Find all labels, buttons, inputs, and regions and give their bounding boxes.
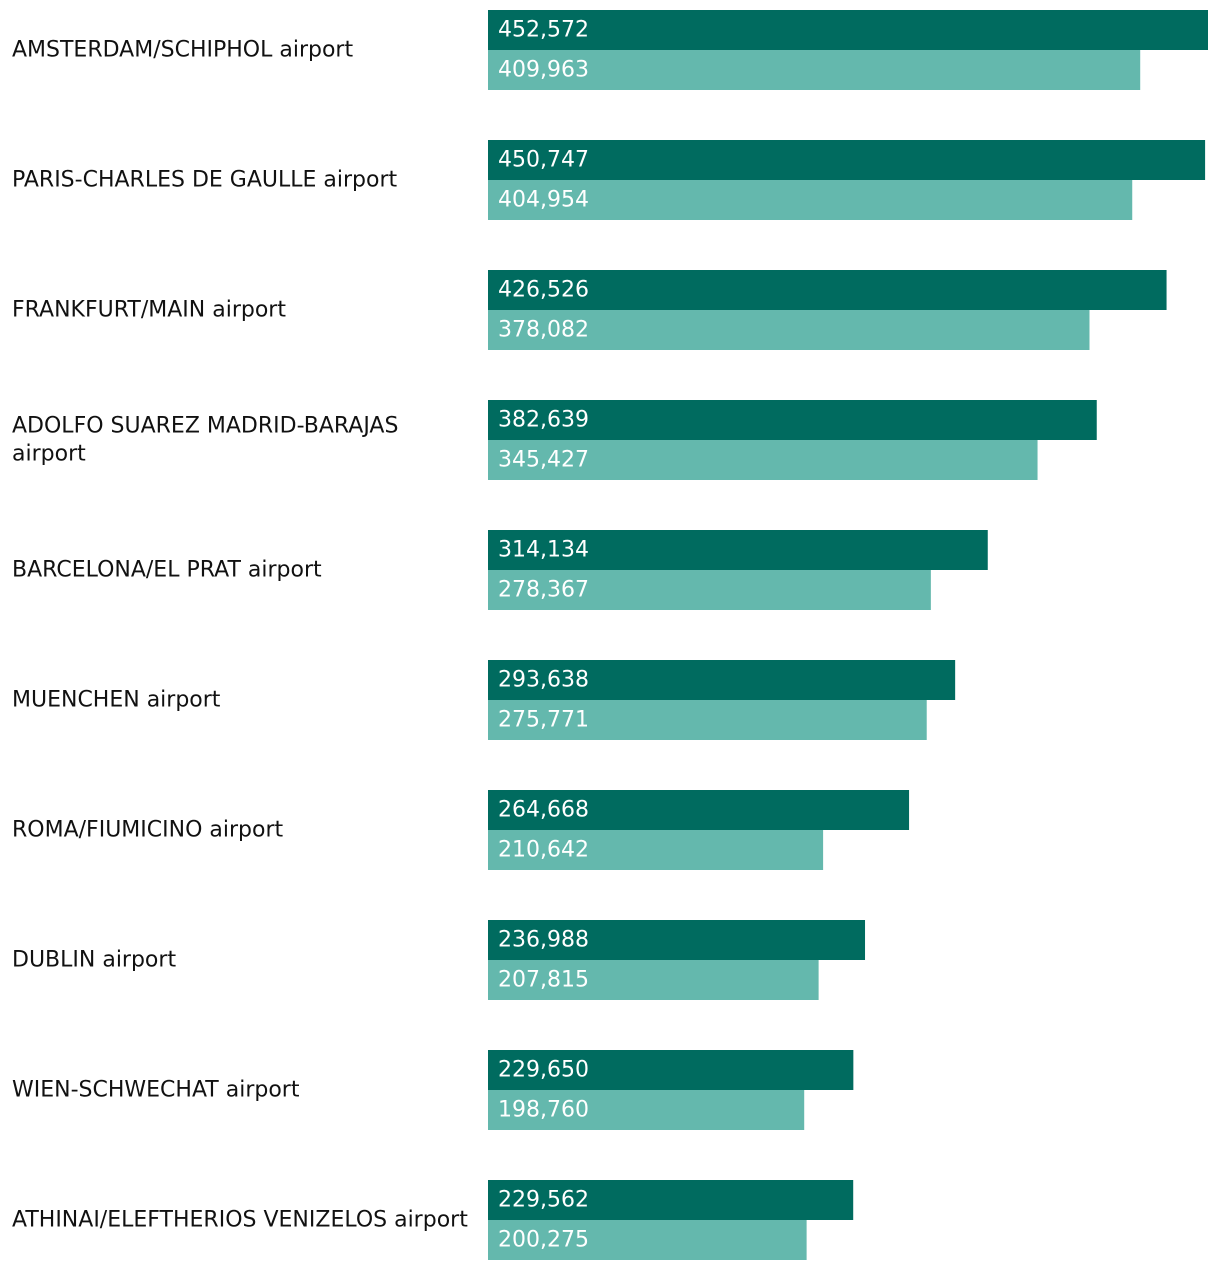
value-label-series-dark: 452,572 [498,18,589,43]
value-labels: 452,572 409,963 450,747 404,954 426,526 378,0… [498,18,589,1253]
category-label: ATHINAI/ELEFTHERIOS VENIZELOS airport [12,1208,468,1233]
value-label-series-dark: 264,668 [498,798,589,823]
category-label: ADOLFO SUAREZ MADRID-BARAJAS airport [12,414,398,467]
bar-series-light [488,1220,807,1260]
bar-series-dark [488,10,1208,50]
bar-series-dark [488,790,910,830]
bar-series-light [488,1090,805,1130]
bar-series-dark [488,920,866,960]
category-label-line: BARCELONA/EL PRAT airport [12,558,322,583]
category-label-line: DUBLIN airport [12,948,176,973]
value-label-series-light: 278,367 [498,578,589,603]
bar-series-light [488,440,1038,480]
bar-series-dark [488,1050,854,1090]
bar-series-light [488,960,819,1000]
value-label-series-dark: 229,650 [498,1058,589,1083]
category-label: WIEN-SCHWECHAT airport [12,1078,300,1103]
bar-series-light [488,180,1133,220]
value-label-series-dark: 426,526 [498,278,589,303]
category-label: PARIS-CHARLES DE GAULLE airport [12,168,397,193]
category-label-line: PARIS-CHARLES DE GAULLE airport [12,168,397,193]
category-label-line: AMSTERDAM/SCHIPHOL airport [12,38,353,63]
bar-series-dark [488,1180,854,1220]
category-label-line: ATHINAI/ELEFTHERIOS VENIZELOS airport [12,1208,468,1233]
value-label-series-light: 210,642 [498,838,589,863]
bar-series-light [488,700,927,740]
value-label-series-dark: 382,639 [498,408,589,433]
category-label: AMSTERDAM/SCHIPHOL airport [12,38,353,63]
category-label-line: airport [12,442,86,467]
category-label-line: FRANKFURT/MAIN airport [12,298,286,323]
value-label-series-light: 200,275 [498,1228,589,1253]
category-label: BARCELONA/EL PRAT airport [12,558,322,583]
bars [488,10,1208,1260]
value-label-series-light: 378,082 [498,318,589,343]
category-label-line: WIEN-SCHWECHAT airport [12,1078,300,1103]
bar-series-light [488,310,1090,350]
bar-series-dark [488,270,1167,310]
bar-series-dark [488,140,1206,180]
value-label-series-dark: 229,562 [498,1188,589,1213]
category-label: MUENCHEN airport [12,688,221,713]
bar-series-light [488,50,1141,90]
category-label: ROMA/FIUMICINO airport [12,818,283,843]
category-label-line: ADOLFO SUAREZ MADRID-BARAJAS [12,414,398,439]
value-label-series-light: 198,760 [498,1098,589,1123]
value-label-series-light: 207,815 [498,968,589,993]
value-label-series-light: 345,427 [498,448,589,473]
bar-series-dark [488,660,956,700]
category-label: FRANKFURT/MAIN airport [12,298,286,323]
category-label: DUBLIN airport [12,948,176,973]
bar-series-dark [488,400,1097,440]
value-label-series-light: 275,771 [498,708,589,733]
value-label-series-dark: 236,988 [498,928,589,953]
value-label-series-dark: 314,134 [498,538,589,563]
value-label-series-light: 404,954 [498,188,589,213]
bar-series-light [488,830,824,870]
bar-series-dark [488,530,988,570]
value-label-series-light: 409,963 [498,58,589,83]
value-label-series-dark: 450,747 [498,148,589,173]
category-labels: AMSTERDAM/SCHIPHOL airport PARIS-CHARLES … [12,38,468,1233]
category-label-line: ROMA/FIUMICINO airport [12,818,283,843]
value-label-series-dark: 293,638 [498,668,589,693]
category-label-line: MUENCHEN airport [12,688,221,713]
bar-series-light [488,570,931,610]
